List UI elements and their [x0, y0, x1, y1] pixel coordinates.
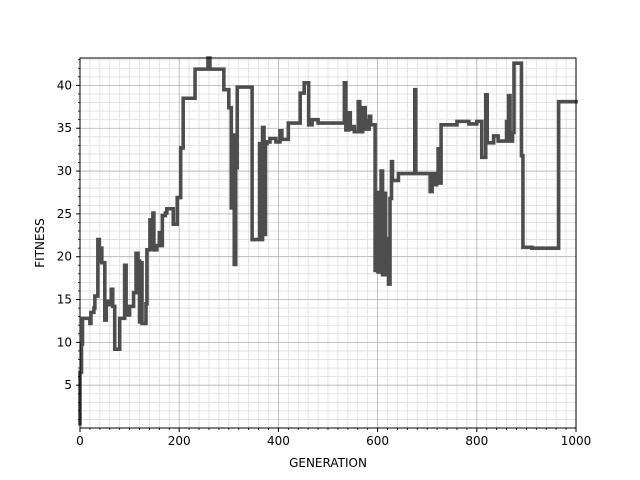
x-tick-label: 400: [267, 434, 290, 448]
y-tick-label: 35: [57, 121, 72, 135]
y-tick-label: 20: [57, 250, 72, 264]
minor-gridlines: [80, 58, 576, 428]
y-tick-label: 10: [57, 335, 72, 349]
series-layer: [78, 56, 578, 426]
y-tick-label: 30: [57, 164, 72, 178]
y-axis-label: FITNESS: [33, 218, 47, 268]
x-tick-label: 1000: [561, 434, 592, 448]
y-tick-label: 40: [57, 78, 72, 92]
x-axis-ticks: 0 200 400 600 800 1000: [76, 428, 591, 448]
y-tick-label: 25: [57, 207, 72, 221]
y-axis-ticks: 5 10 15 20 25 30 35 40: [57, 59, 80, 420]
x-tick-label: 800: [465, 434, 488, 448]
x-tick-label: 200: [168, 434, 191, 448]
fitness-series-line: [78, 56, 578, 426]
y-tick-label: 5: [64, 378, 72, 392]
x-tick-label: 600: [366, 434, 389, 448]
x-axis-label: GENERATION: [289, 456, 367, 470]
x-tick-label: 0: [76, 434, 84, 448]
y-tick-label: 15: [57, 293, 72, 307]
